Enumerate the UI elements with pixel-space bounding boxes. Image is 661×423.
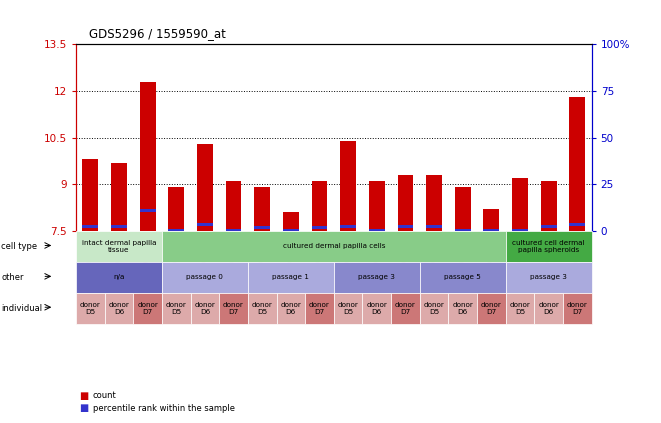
Bar [169,187,184,231]
Bar [83,225,98,228]
Bar [254,226,270,229]
Text: donor
D5: donor D5 [338,302,358,315]
Text: donor
D6: donor D6 [108,302,130,315]
Text: donor
D7: donor D7 [137,302,158,315]
Text: individual: individual [1,304,42,313]
Text: cultured cell dermal
papilla spheroids: cultured cell dermal papilla spheroids [512,240,585,253]
Bar [340,225,356,228]
Bar [254,187,270,231]
Text: GDS5296 / 1559590_at: GDS5296 / 1559590_at [89,27,226,40]
Bar [283,212,299,231]
Bar [369,181,385,231]
Bar [139,209,155,212]
Text: donor
D7: donor D7 [223,302,244,315]
Bar [426,225,442,228]
Text: intact dermal papilla
tissue: intact dermal papilla tissue [82,240,156,253]
Text: donor
D6: donor D6 [538,302,559,315]
Text: donor
D7: donor D7 [395,302,416,315]
Bar [340,141,356,231]
Text: donor
D6: donor D6 [366,302,387,315]
Text: donor
D6: donor D6 [452,302,473,315]
Bar [455,187,471,231]
Text: donor
D7: donor D7 [309,302,330,315]
Text: cultured dermal papilla cells: cultured dermal papilla cells [282,243,385,250]
Text: ■: ■ [79,390,89,401]
Text: passage 3: passage 3 [358,274,395,280]
Bar [197,144,213,231]
Bar [397,225,413,228]
Bar [483,229,499,232]
Text: donor
D5: donor D5 [424,302,444,315]
Bar [455,229,471,232]
Bar [311,226,327,229]
Bar [397,175,413,231]
Text: n/a: n/a [113,274,125,280]
Text: donor
D5: donor D5 [166,302,186,315]
Text: ■: ■ [79,403,89,413]
Bar [369,229,385,232]
Bar [169,229,184,232]
Text: other: other [1,273,24,282]
Bar [512,229,528,232]
Bar [569,222,585,226]
Text: donor
D5: donor D5 [252,302,272,315]
Text: passage 3: passage 3 [530,274,567,280]
Bar [111,162,127,231]
Bar [512,178,528,231]
Bar [426,175,442,231]
Text: passage 0: passage 0 [186,274,223,280]
Bar [541,181,557,231]
Bar [139,82,155,231]
Bar [197,222,213,226]
Bar [569,97,585,231]
Bar [541,225,557,228]
Text: count: count [93,391,116,400]
Text: cell type: cell type [1,242,38,251]
Text: passage 5: passage 5 [444,274,481,280]
Bar [283,229,299,232]
Bar [111,225,127,228]
Bar [83,159,98,231]
Bar [225,229,241,232]
Bar [311,181,327,231]
Bar [225,181,241,231]
Bar [483,209,499,231]
Text: donor
D7: donor D7 [481,302,502,315]
Text: donor
D5: donor D5 [510,302,530,315]
Text: passage 1: passage 1 [272,274,309,280]
Text: donor
D7: donor D7 [567,302,588,315]
Text: donor
D5: donor D5 [80,302,100,315]
Text: donor
D6: donor D6 [194,302,215,315]
Text: percentile rank within the sample: percentile rank within the sample [93,404,235,413]
Text: donor
D6: donor D6 [280,302,301,315]
